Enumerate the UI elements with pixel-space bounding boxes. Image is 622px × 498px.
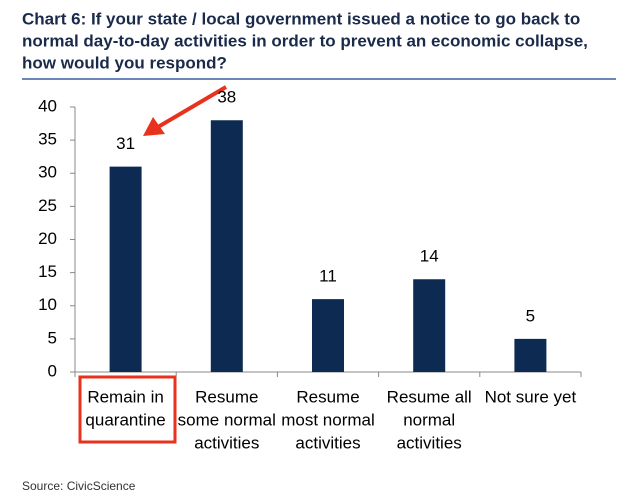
x-tick-label: Resume all — [387, 387, 472, 406]
y-tick-label: 30 — [38, 163, 57, 182]
x-tick-label: Remain in — [87, 387, 164, 406]
data-label: 5 — [526, 306, 535, 325]
x-tick-label: activities — [194, 433, 259, 452]
y-tick-label: 40 — [38, 96, 57, 115]
y-tick-label: 5 — [48, 328, 57, 347]
bar — [514, 338, 547, 372]
data-label: 31 — [116, 134, 135, 153]
bar — [109, 166, 142, 372]
data-label: 14 — [420, 247, 439, 266]
x-tick-label: activities — [295, 433, 360, 452]
x-tick-label: quarantine — [85, 410, 165, 429]
arrow-head — [143, 117, 165, 136]
bar — [413, 279, 446, 372]
bar — [210, 120, 243, 372]
bar — [312, 299, 344, 372]
y-tick-label: 35 — [38, 130, 57, 149]
x-tick-label: most normal — [281, 410, 375, 429]
chart-title: normal day-to-day activities in order to… — [22, 31, 588, 50]
data-label: 38 — [217, 88, 236, 107]
y-tick-label: 20 — [38, 229, 57, 248]
x-tick-label: normal — [403, 410, 455, 429]
y-tick-label: 0 — [48, 361, 57, 380]
x-tick-label: Not sure yet — [485, 387, 577, 406]
x-tick-label: Resume — [296, 387, 359, 406]
data-label: 11 — [319, 267, 337, 286]
y-tick-label: 10 — [38, 295, 57, 314]
arrow-shaft — [156, 85, 228, 129]
chart-title: how would you respond? — [22, 53, 227, 72]
y-tick-label: 15 — [38, 262, 57, 281]
x-tick-label: Resume — [195, 387, 258, 406]
x-tick-label: activities — [397, 433, 462, 452]
x-tick-label: some normal — [178, 410, 276, 429]
chart-title: Chart 6: If your state / local governmen… — [22, 9, 580, 28]
highlight-box — [78, 375, 177, 444]
source: Source: CivicScience — [22, 479, 136, 493]
y-tick-label: 25 — [38, 196, 57, 215]
